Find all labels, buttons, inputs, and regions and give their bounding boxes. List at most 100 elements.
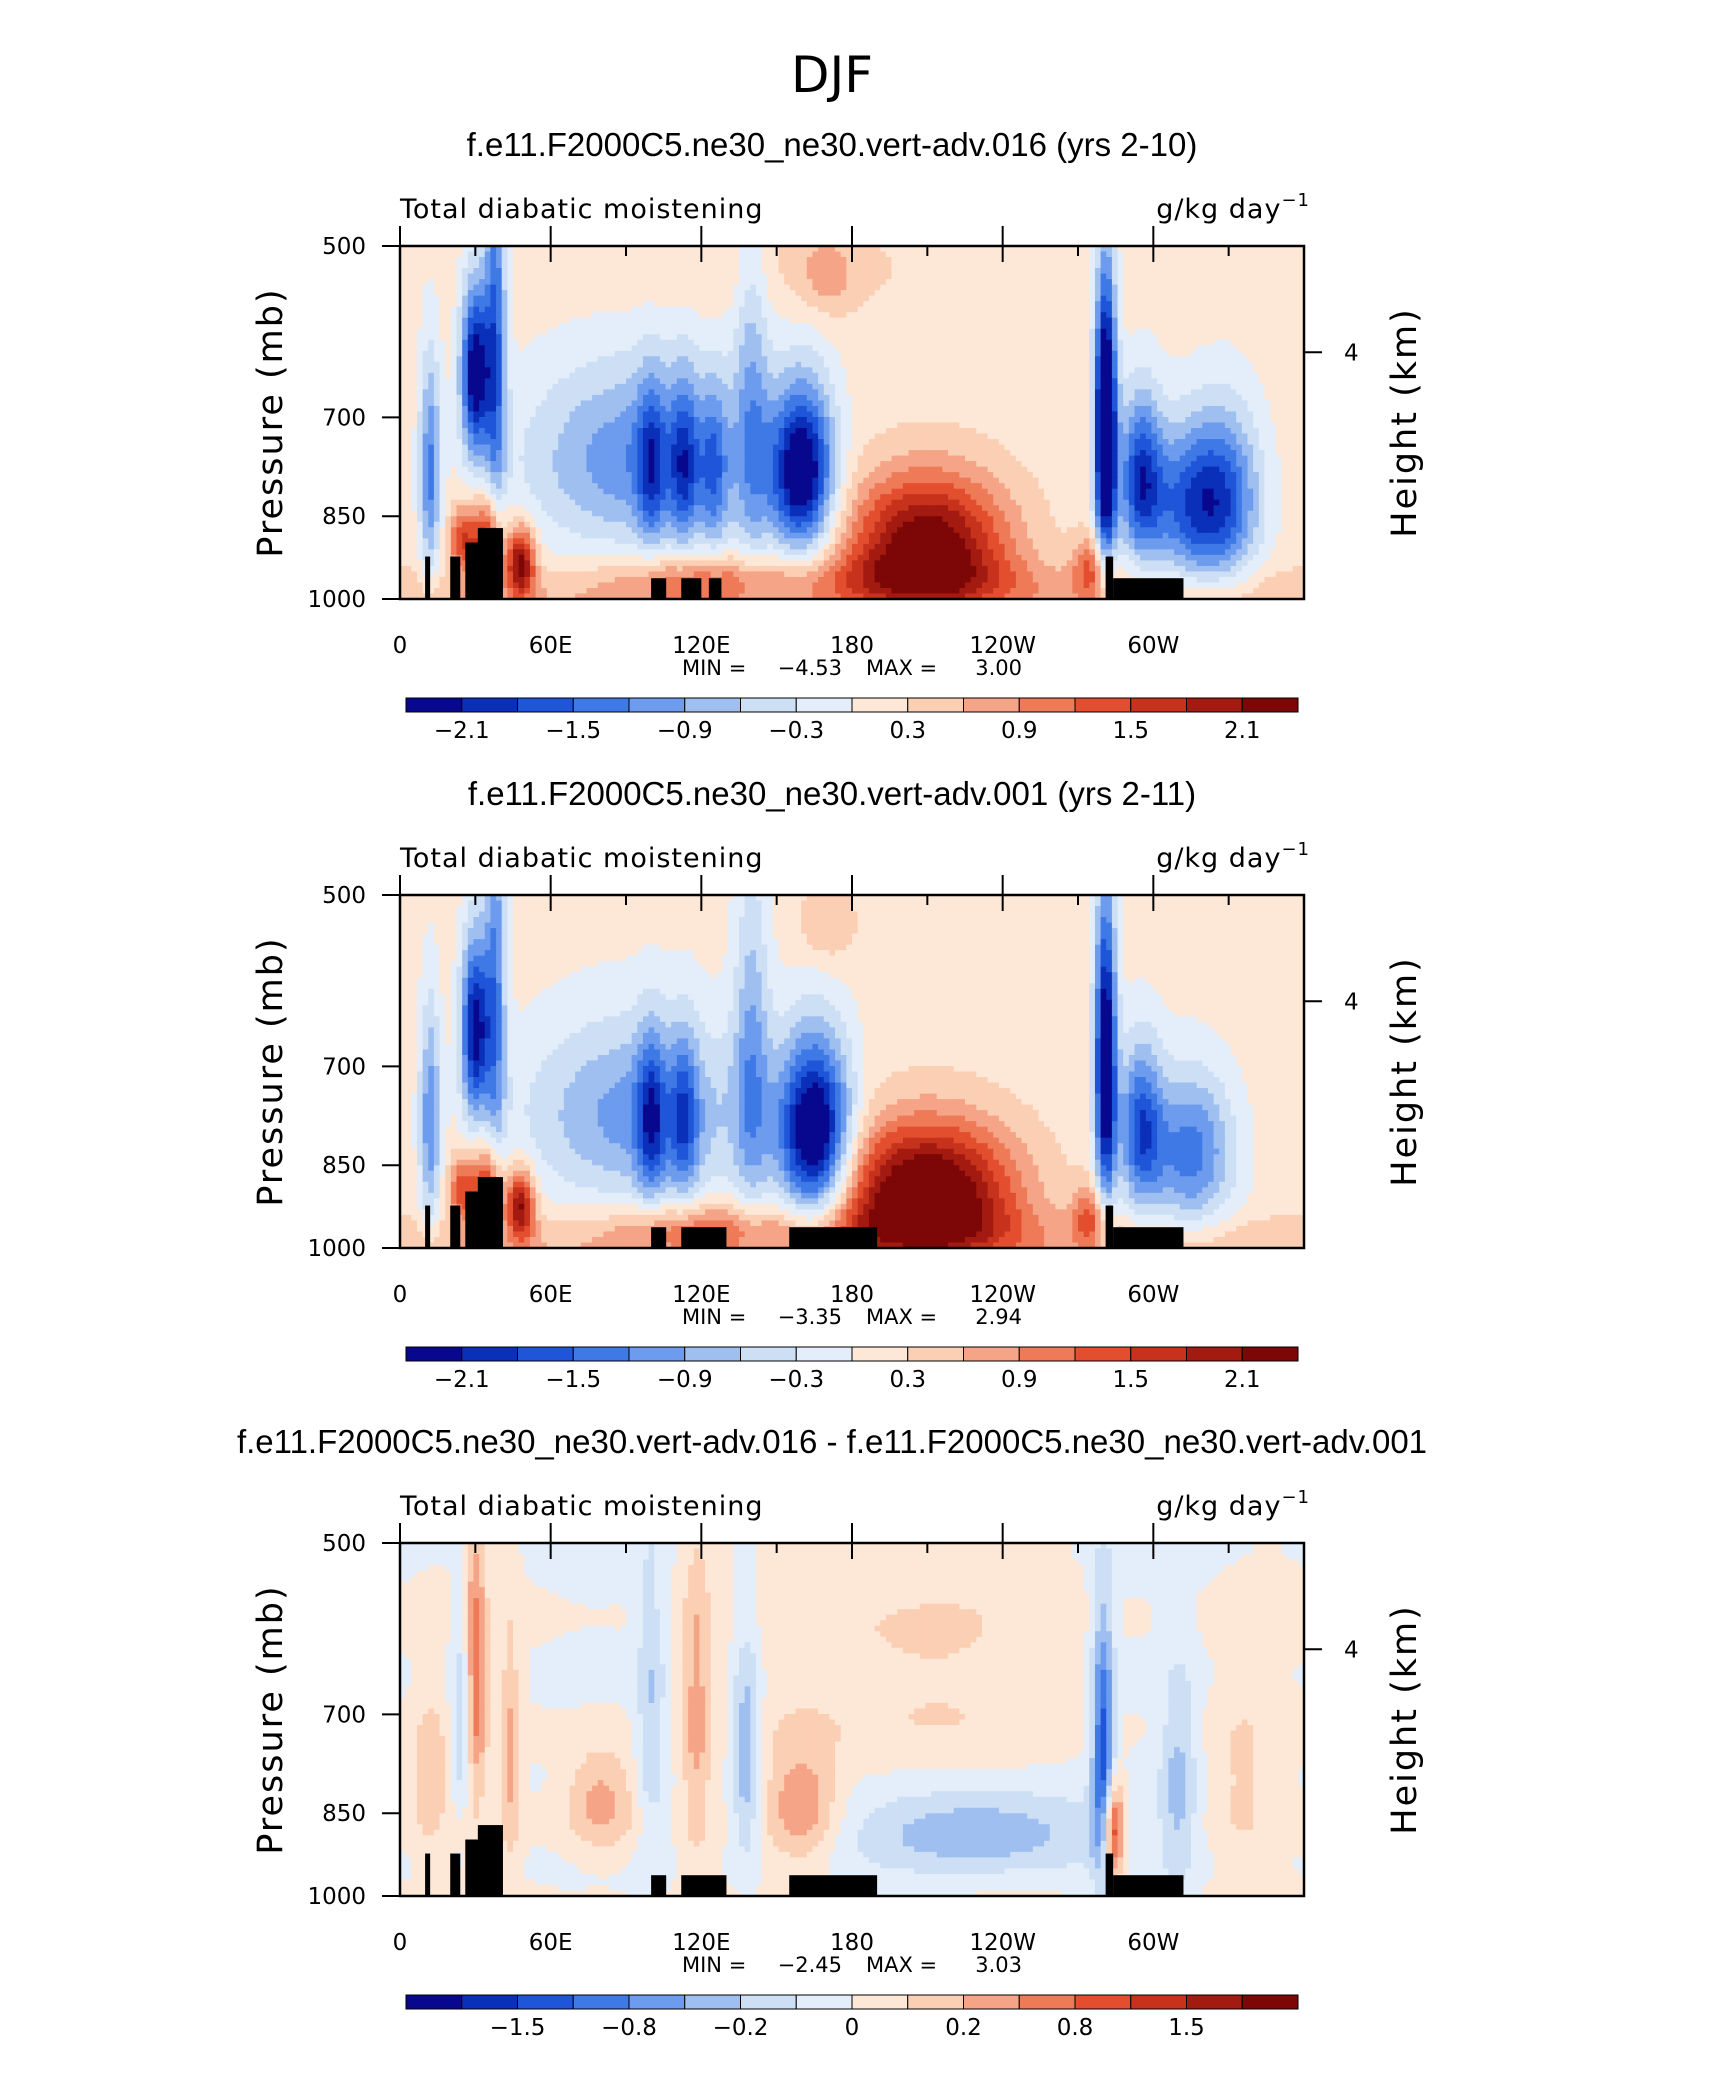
contour-cell xyxy=(710,394,717,402)
contour-cell xyxy=(857,345,864,352)
contour-cell xyxy=(965,328,972,335)
contour-cell xyxy=(789,405,797,413)
contour-cell xyxy=(416,317,424,324)
contour-cell xyxy=(959,361,966,368)
contour-cell xyxy=(1106,312,1113,319)
contour-cell xyxy=(603,323,610,330)
contour-cell xyxy=(1049,339,1056,346)
contour-cell xyxy=(705,339,712,346)
contour-cell xyxy=(987,301,994,308)
contour-cell xyxy=(400,317,407,324)
contour-cell xyxy=(473,350,480,357)
contour-cell xyxy=(857,356,864,363)
contour-cell xyxy=(1145,301,1153,308)
contour-cell xyxy=(755,251,763,258)
contour-cell xyxy=(484,295,491,302)
contour-cell xyxy=(1258,345,1266,352)
contour-cell xyxy=(1179,273,1186,280)
contour-cell xyxy=(1061,350,1068,357)
contour-cell xyxy=(524,334,531,341)
contour-cell xyxy=(953,306,960,313)
contour-cell xyxy=(1094,262,1102,269)
contour-cell xyxy=(1236,262,1243,269)
contour-cell xyxy=(1111,306,1119,313)
contour-cell xyxy=(1027,328,1034,335)
contour-cell xyxy=(592,301,599,308)
contour-cell xyxy=(818,295,825,302)
contour-cell xyxy=(422,328,429,335)
contour-cell xyxy=(422,345,429,352)
contour-cell xyxy=(1128,394,1136,402)
contour-cell xyxy=(1258,284,1266,291)
contour-cell xyxy=(462,262,469,269)
contour-cell xyxy=(467,290,475,297)
contour-cell xyxy=(1196,317,1203,324)
contour-cell xyxy=(722,262,729,269)
contour-cell xyxy=(806,339,814,346)
contour-cell xyxy=(428,284,435,291)
contour-cell xyxy=(541,312,548,319)
contour-cell xyxy=(733,268,740,275)
contour-cell xyxy=(1083,394,1090,402)
contour-cell xyxy=(705,273,712,280)
contour-cell xyxy=(970,394,977,402)
contour-cell xyxy=(620,279,627,286)
contour-cell xyxy=(1083,317,1090,324)
contour-cell xyxy=(840,389,847,396)
contour-cell xyxy=(993,345,1000,352)
contour-cell xyxy=(439,400,446,407)
contour-cell xyxy=(450,262,458,269)
contour-cell xyxy=(835,400,842,407)
contour-cell xyxy=(868,301,876,308)
contour-cell xyxy=(761,361,768,368)
contour-cell xyxy=(433,328,441,335)
contour-cell xyxy=(953,383,960,391)
contour-cell xyxy=(575,400,582,407)
contour-cell xyxy=(1224,383,1232,391)
contour-cell xyxy=(676,262,684,269)
contour-cell xyxy=(501,334,508,341)
contour-cell xyxy=(400,372,407,379)
contour-cell xyxy=(1241,312,1249,319)
contour-cell xyxy=(631,389,638,396)
contour-cell xyxy=(400,378,407,385)
contour-cell xyxy=(772,356,780,363)
contour-cell xyxy=(1207,378,1215,385)
contour-cell xyxy=(914,394,921,402)
contour-cell xyxy=(405,411,412,418)
contour-cell xyxy=(462,378,469,385)
contour-cell xyxy=(840,339,847,346)
contour-cell xyxy=(1117,323,1124,330)
contour-cell xyxy=(868,306,876,313)
contour-cell xyxy=(1032,273,1040,280)
contour-cell xyxy=(936,339,943,346)
contour-cell xyxy=(620,350,627,357)
contour-cell xyxy=(682,339,689,346)
contour-cell xyxy=(1038,290,1045,297)
contour-cell xyxy=(767,356,774,363)
contour-cell xyxy=(727,279,734,286)
contour-cell xyxy=(874,251,881,258)
contour-cell xyxy=(835,356,842,363)
contour-cell xyxy=(1202,262,1209,269)
contour-cell xyxy=(433,290,441,297)
contour-cell xyxy=(953,400,960,407)
contour-cell xyxy=(433,389,441,396)
contour-cell xyxy=(1219,273,1226,280)
contour-cell xyxy=(1185,405,1192,413)
contour-cell xyxy=(1044,361,1051,368)
contour-cell xyxy=(659,312,667,319)
contour-cell xyxy=(626,273,633,280)
contour-cell xyxy=(422,372,429,379)
contour-cell xyxy=(1247,394,1254,402)
contour-cell xyxy=(727,345,734,352)
contour-cell xyxy=(450,295,458,302)
contour-cell xyxy=(558,328,565,335)
contour-cell xyxy=(614,251,621,258)
contour-cell xyxy=(818,400,825,407)
contour-cell xyxy=(411,378,418,385)
contour-cell xyxy=(546,312,554,319)
contour-cell xyxy=(642,246,650,253)
contour-cell xyxy=(620,301,627,308)
contour-cell xyxy=(1010,306,1017,313)
